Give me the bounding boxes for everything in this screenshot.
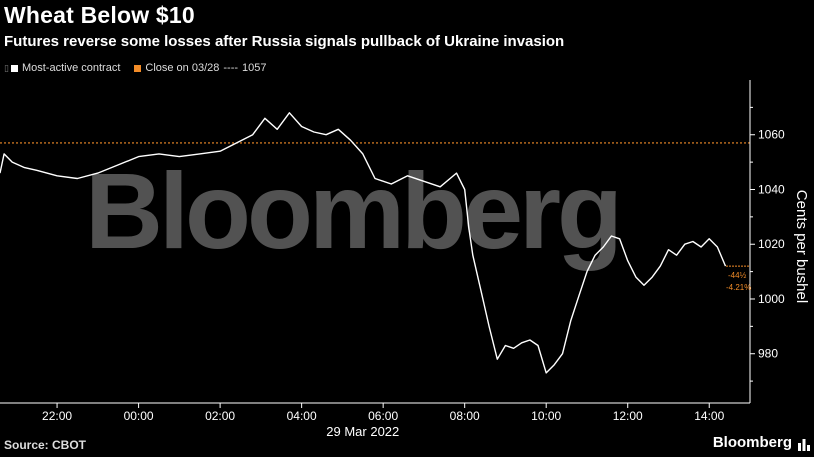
- y-tick-label-1040: 1040: [758, 182, 785, 196]
- x-tick-label-6: 10:00: [531, 409, 561, 423]
- x-axis-label: 29 Mar 2022: [326, 424, 399, 439]
- y-tick-label-1060: 1060: [758, 128, 785, 142]
- x-tick-label-7: 12:00: [613, 409, 643, 423]
- legend-toggle-icon: ▯: [4, 62, 9, 73]
- legend-label-close: Close on 03/28: [145, 62, 220, 74]
- legend-item-close: Close on 03/28 ---- 1057: [134, 62, 267, 74]
- x-tick-label-4: 06:00: [368, 409, 398, 423]
- chart-title: Wheat Below $10: [4, 2, 195, 28]
- legend-close-dashes: ----: [223, 62, 239, 74]
- brand-logo-text: Bloomberg: [712, 434, 792, 451]
- x-tick-label-0: 22:00: [42, 409, 72, 423]
- legend-label-series: Most-active contract: [21, 62, 121, 74]
- y-axis-title: Cents per bushel: [793, 190, 810, 303]
- axis-layer: 980 1000 1020 1040 1060 22:00 00:00 02:00 04:00 0…: [0, 80, 810, 439]
- y-tick-label-980: 980: [758, 347, 778, 361]
- x-tick-label-8: 14:00: [694, 409, 724, 423]
- legend-item-series: ▯ Most-active contract: [4, 62, 120, 74]
- x-tick-label-1: 00:00: [124, 409, 154, 423]
- series-line-most-active: [0, 112, 727, 374]
- chart-subtitle: Futures reverse some losses after Russia…: [4, 33, 565, 50]
- x-tick-label-3: 04:00: [287, 409, 317, 423]
- last-percent-label: -4.21%: [726, 283, 751, 292]
- x-tick-label-5: 08:00: [450, 409, 480, 423]
- legend-close-value: 1057: [242, 62, 267, 74]
- series-layer: [0, 112, 727, 374]
- label-layer: -44½ -4.21%: [726, 265, 751, 292]
- bar-chart-icon: [798, 439, 810, 451]
- last-change-label: -44½: [728, 271, 747, 280]
- source-note: Source: CBOT: [4, 438, 87, 452]
- y-tick-label-1020: 1020: [758, 237, 785, 251]
- legend-swatch-series: [10, 64, 18, 72]
- x-tick-label-2: 02:00: [205, 409, 235, 423]
- legend-swatch-close: [134, 64, 142, 72]
- legend: ▯ Most-active contract Close on 03/28 --…: [4, 62, 281, 74]
- y-tick-label-1000: 1000: [758, 292, 785, 306]
